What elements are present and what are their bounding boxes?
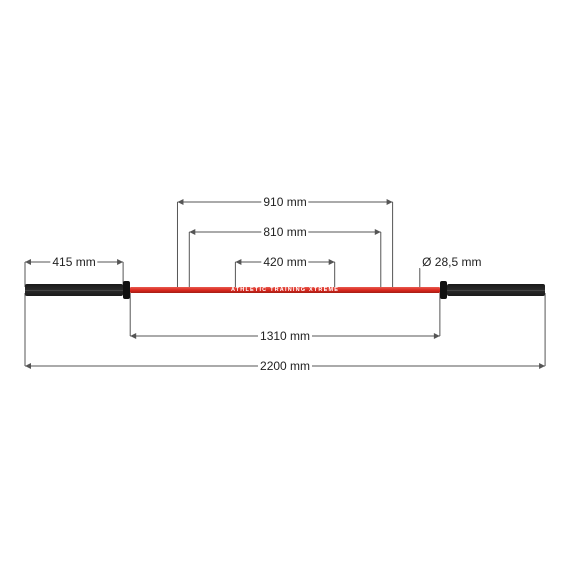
diagram-stage: ATHLETIC TRAINING XTREME 415 mm 420 mm 8… [0,0,570,570]
barbell-sleeve-right [447,284,545,296]
dim-label-diameter: Ø 28,5 mm [420,255,483,269]
dim-label-1310: 1310 mm [258,329,312,343]
dim-label-2200: 2200 mm [258,359,312,373]
dim-label-910: 910 mm [261,195,308,209]
dim-label-810: 810 mm [261,225,308,239]
dim-label-420: 420 mm [261,255,308,269]
barbell-sleeve-left [25,284,123,296]
dim-label-415: 415 mm [50,255,97,269]
barbell-collar-right [440,281,447,299]
barbell-collar-left [123,281,130,299]
barbell-shaft-text: ATHLETIC TRAINING XTREME [231,287,339,293]
